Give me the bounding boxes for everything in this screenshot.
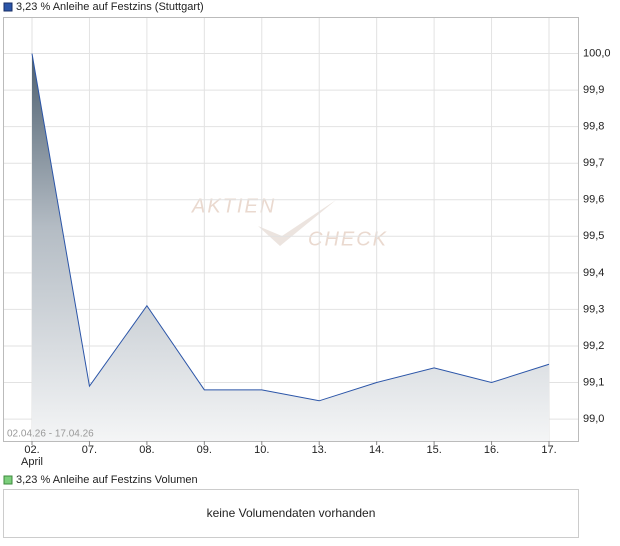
y-tick-label: 99,3 [583, 303, 604, 315]
line [31, 53, 550, 402]
area [32, 53, 549, 441]
x-annotation: April [21, 456, 43, 468]
x-tick-label: 16. [484, 444, 499, 456]
x-tick-label: 13. [312, 444, 327, 456]
x-tick-label: 15. [426, 444, 441, 456]
y-tick-label: 100,0 [583, 47, 611, 59]
x-tick-label: 10. [254, 444, 269, 456]
y-tick-label: 99,0 [583, 413, 604, 425]
watermark-check [258, 200, 336, 246]
y-tick-label: 99,5 [583, 230, 604, 242]
y-tick-label: 99,8 [583, 121, 604, 133]
volume-frame [3, 489, 579, 538]
x-tick-label: 08. [139, 444, 154, 456]
x-tick-label: 09. [197, 444, 212, 456]
y-tick-label: 99,6 [583, 194, 604, 206]
watermark: CHECK [308, 228, 388, 250]
date-range: 02.04.26 - 17.04.26 [7, 429, 94, 440]
y-tick-label: 99,2 [583, 340, 604, 352]
volume-title: 3,23 % Anleihe auf Festzins Volumen [16, 474, 198, 486]
legend-swatch [3, 2, 13, 12]
y-tick-label: 99,4 [583, 267, 604, 279]
volume-message: keine Volumendaten vorhanden [207, 506, 376, 520]
x-tick-label: 14. [369, 444, 384, 456]
x-tick-label: 02. [24, 444, 39, 456]
y-tick-label: 99,1 [583, 376, 604, 388]
y-tick-label: 99,7 [583, 157, 604, 169]
x-tick-label: 07. [82, 444, 97, 456]
legend-label: 3,23 % Anleihe auf Festzins (Stuttgart) [16, 1, 204, 13]
plot-frame [3, 17, 579, 442]
x-tick-label: 17. [541, 444, 556, 456]
watermark: AKTIEN [191, 195, 276, 217]
volume-legend-swatch [3, 475, 13, 485]
y-tick-label: 99,9 [583, 84, 604, 96]
